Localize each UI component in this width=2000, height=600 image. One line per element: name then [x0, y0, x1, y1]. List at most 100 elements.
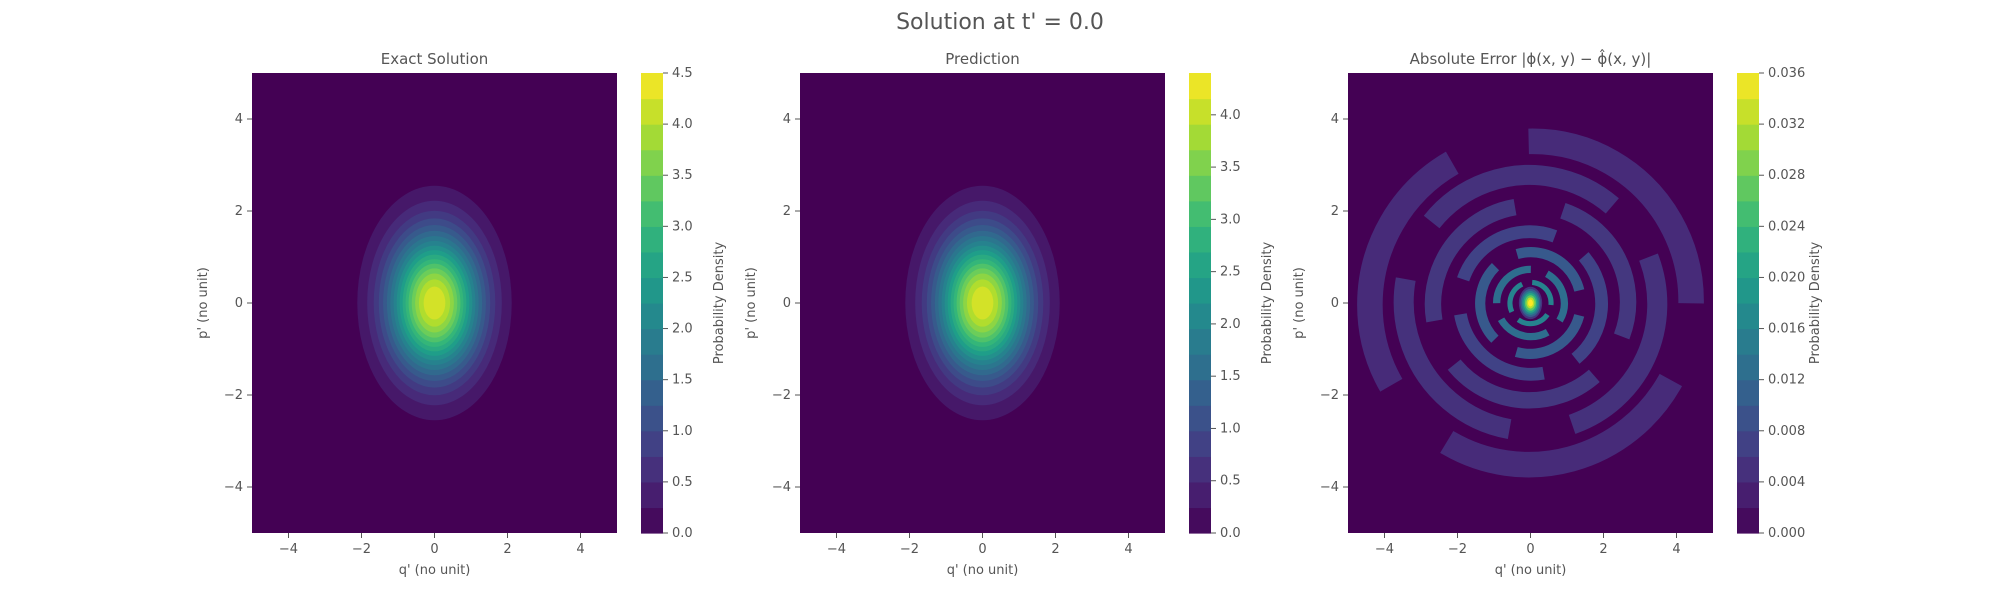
- y-tick-label: −4: [224, 480, 243, 495]
- colorbar-tick-label: 0.016: [1768, 322, 1805, 337]
- colorbar-band: [1189, 328, 1211, 355]
- panel-3: −4 −2 0 2 4 −4 −2 0 2 4 Absolute Error |ϕ(x, y) − …: [1292, 48, 1823, 578]
- colorbar-band: [1737, 124, 1759, 151]
- colorbar-tick-label: 2.0: [672, 322, 693, 337]
- heatmap-field: [357, 185, 512, 421]
- colorbar-band: [1737, 379, 1759, 406]
- x-tick-label: −2: [352, 542, 371, 557]
- y-tick-label: 4: [783, 112, 791, 127]
- colorbar-band: [641, 456, 663, 483]
- error-ring: [1475, 247, 1586, 359]
- colorbar-band: [1737, 200, 1759, 227]
- colorbar: 0.0 0.5 1.0 1.5 2.0 2.5 3.0 3.5 4.0 Probability D…: [1189, 73, 1275, 541]
- y-tick-label: 2: [235, 204, 243, 219]
- colorbar-band: [1737, 507, 1759, 534]
- colorbar-band: [641, 277, 663, 304]
- x-tick-label: 0: [1526, 542, 1534, 557]
- colorbar-band: [1189, 149, 1211, 176]
- y-tick-label: 0: [783, 296, 791, 311]
- x-axis-label: q' (no unit): [1495, 563, 1567, 578]
- colorbar-tick-label: 4.0: [672, 117, 693, 132]
- colorbar: 0.000 0.004 0.008 0.012 0.016 0.020 0.024 0.028…: [1737, 66, 1823, 541]
- x-tick-label: 4: [576, 542, 584, 557]
- colorbar-tick-label: 1.0: [672, 424, 693, 439]
- colorbar-band: [641, 73, 663, 100]
- x-tick-label: −4: [827, 542, 846, 557]
- colorbar-band: [1737, 430, 1759, 457]
- colorbar-band: [641, 175, 663, 202]
- colorbar-band: [641, 303, 663, 330]
- colorbar-tick-label: 0.0: [1220, 526, 1241, 541]
- colorbar-band: [641, 251, 663, 279]
- colorbar-tick-label: 1.5: [1220, 369, 1241, 384]
- colorbar: 0.0 0.5 1.0 1.5 2.0 2.5 3.0 3.5 4.0 4.5 Probabilit…: [641, 66, 727, 541]
- y-tick-label: −2: [772, 388, 791, 403]
- y-tick-label: −2: [1320, 388, 1339, 403]
- x-tick-label: −4: [279, 542, 298, 557]
- y-tick-label: 0: [235, 296, 243, 311]
- colorbar-band: [1189, 354, 1211, 381]
- colorbar-band: [1189, 456, 1211, 483]
- colorbar-tick-label: 0.012: [1768, 373, 1805, 388]
- colorbar-band: [1737, 303, 1759, 330]
- panel-title: Prediction: [945, 50, 1020, 68]
- x-tick-label: 2: [1051, 542, 1059, 557]
- colorbar-band: [1189, 226, 1211, 253]
- x-tick-label: 2: [1599, 542, 1607, 557]
- colorbar-tick-label: 4.5: [672, 66, 693, 81]
- colorbar-band: [641, 379, 663, 406]
- colorbar-band: [1737, 98, 1759, 125]
- y-tick-label: 4: [235, 112, 243, 127]
- colorbar-tick-label: 0.000: [1768, 526, 1805, 541]
- x-tick-label: 2: [503, 542, 511, 557]
- x-axis-label: q' (no unit): [947, 563, 1019, 578]
- colorbar-band: [1189, 379, 1211, 406]
- y-tick-label: −2: [224, 388, 243, 403]
- colorbar-tick-label: 0.004: [1768, 475, 1805, 490]
- panel-2: −4 −2 0 2 4 −4 −2 0 2 4 Prediction q' (no unit) p' (…: [744, 50, 1275, 578]
- colorbar-band: [1189, 73, 1211, 100]
- error-ring: [1452, 225, 1609, 381]
- error-ring: [1493, 265, 1568, 341]
- contour-band: [971, 286, 994, 320]
- colorbar-band: [641, 149, 663, 176]
- colorbar-tick-label: 3.0: [1220, 212, 1241, 227]
- error-ring: [1507, 279, 1554, 327]
- colorbar-label: Probability Density: [712, 242, 727, 365]
- colorbar-band: [1737, 73, 1759, 100]
- colorbar-band: [1189, 251, 1211, 279]
- colorbar-band: [1737, 481, 1759, 509]
- x-tick-label: 4: [1672, 542, 1680, 557]
- error-ring: [1424, 197, 1637, 409]
- y-axis-label: p' (no unit): [196, 267, 211, 339]
- error-ring: [1393, 164, 1668, 442]
- y-axis-label: p' (no unit): [1292, 267, 1307, 339]
- colorbar-band: [1189, 277, 1211, 304]
- colorbar-band: [1737, 149, 1759, 176]
- colorbar-tick-label: 0.024: [1768, 219, 1805, 234]
- colorbar-tick-label: 1.0: [1220, 421, 1241, 436]
- colorbar-tick-label: 0.5: [672, 475, 693, 490]
- colorbar-band: [1737, 405, 1759, 432]
- colorbar-band: [1737, 328, 1759, 355]
- colorbar-band: [1737, 277, 1759, 304]
- error-peak-band: [1528, 299, 1533, 307]
- colorbar-tick-label: 0.036: [1768, 66, 1805, 81]
- colorbar-band: [1189, 507, 1211, 534]
- error-ring: [1357, 128, 1704, 478]
- colorbar-tick-label: 3.5: [672, 168, 693, 183]
- colorbar-band: [641, 354, 663, 381]
- figure-title: Solution at t' = 0.0: [896, 10, 1104, 35]
- y-axis-label: p' (no unit): [744, 267, 759, 339]
- colorbar-tick-label: 1.5: [672, 373, 693, 388]
- colorbar-label: Probability Density: [1260, 242, 1275, 365]
- colorbar-band: [1189, 124, 1211, 151]
- colorbar-band: [1737, 354, 1759, 381]
- colorbar-band: [641, 124, 663, 151]
- x-axis-label: q' (no unit): [399, 563, 471, 578]
- contour-band: [423, 286, 446, 320]
- x-tick-label: −4: [1375, 542, 1394, 557]
- colorbar-tick-label: 4.0: [1220, 108, 1241, 123]
- colorbar-tick-label: 3.0: [672, 219, 693, 234]
